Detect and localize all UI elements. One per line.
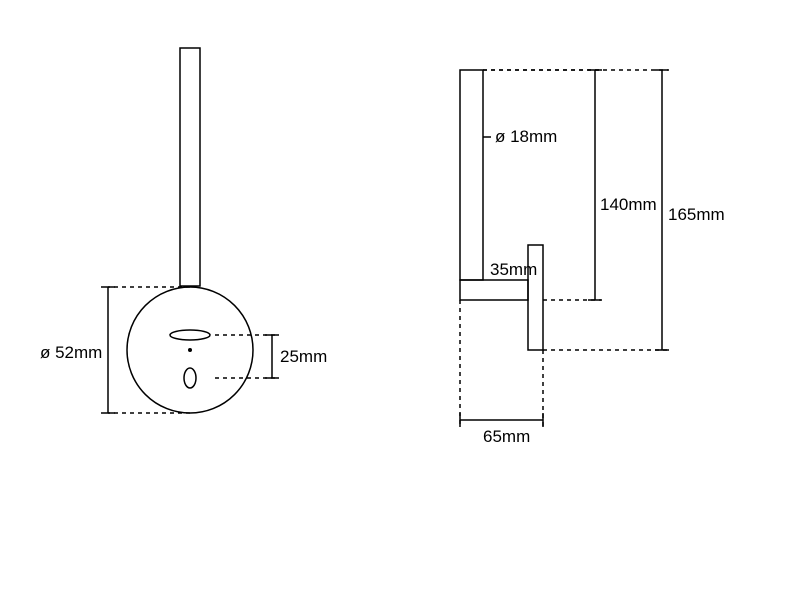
drawing-rect [460,70,483,280]
technical-drawing: ø 52mm 25mm ø 18mm 35mm 140mm 165mm 65mm [0,0,800,600]
dim-arm-length: 35mm [490,260,537,279]
dim-inner-height: 140mm [600,195,657,214]
dim-rod-diameter: ø 18mm [495,127,557,146]
dim-hole-spacing: 25mm [280,347,327,366]
drawing-ellipse [184,368,196,388]
dim-circle-diameter: ø 52mm [40,343,102,362]
dim-base-width: 65mm [483,427,530,446]
drawing-rect [460,280,528,300]
dim-outer-height: 165mm [668,205,725,224]
drawing-circle [188,348,192,352]
drawing-ellipse [170,330,210,340]
drawing-rect [180,48,200,286]
